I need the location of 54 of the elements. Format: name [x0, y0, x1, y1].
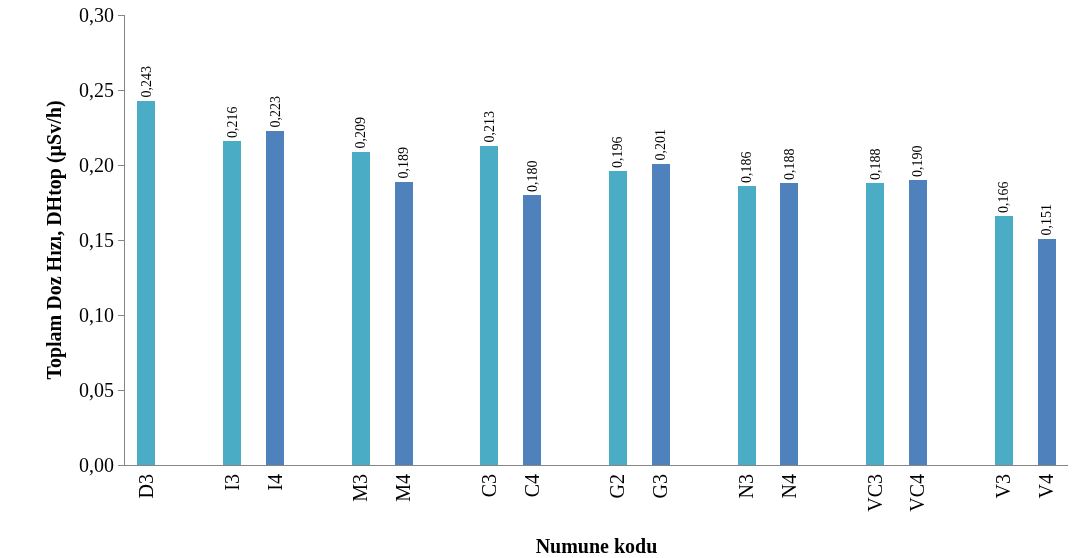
- x-tick-label: M3: [349, 474, 372, 502]
- x-tick-label: I3: [220, 474, 243, 491]
- y-tick-label: 0,10: [79, 304, 114, 326]
- bar: [266, 130, 285, 465]
- y-tick-label: 0,00: [79, 454, 114, 476]
- y-tick-label: 0,30: [79, 4, 114, 26]
- data-label: 0,201: [653, 129, 669, 161]
- data-label: 0,213: [481, 111, 497, 143]
- x-tick-label: G3: [649, 474, 672, 499]
- x-tick-label: I4: [263, 474, 286, 491]
- data-label: 0,186: [739, 151, 755, 183]
- data-label: 0,223: [267, 96, 283, 128]
- bar: [651, 163, 670, 465]
- data-label: 0,243: [138, 66, 154, 98]
- x-tick-label: M4: [392, 474, 415, 502]
- x-axis-title: Numune kodu: [535, 535, 658, 558]
- data-label: 0,190: [910, 145, 926, 177]
- bar: [1037, 238, 1056, 465]
- x-tick-label: N4: [777, 474, 800, 499]
- x-tick-label: N3: [735, 474, 758, 499]
- bar: [608, 171, 627, 465]
- y-tick-label: 0,20: [79, 154, 114, 176]
- bar: [137, 100, 156, 465]
- bar: [351, 151, 370, 465]
- data-label: 0,189: [396, 147, 412, 179]
- y-axis-title: Toplam Doz Hızı, DHtop (µSv/h): [42, 100, 66, 380]
- y-tick-label: 0,05: [79, 379, 114, 401]
- data-label: 0,196: [610, 136, 626, 168]
- data-label: 0,166: [996, 181, 1012, 213]
- data-label: 0,151: [1039, 204, 1055, 236]
- bar: [737, 186, 756, 465]
- x-tick-label: V4: [1035, 474, 1058, 499]
- bar: [866, 183, 885, 465]
- data-label: 0,209: [353, 117, 369, 149]
- x-tick-label: V3: [992, 474, 1015, 499]
- x-tick-label: C4: [520, 474, 543, 498]
- bar: [780, 183, 799, 465]
- y-tick-label: 0,15: [79, 229, 114, 251]
- data-label: 0,216: [224, 106, 240, 138]
- x-tick-label: D3: [134, 474, 157, 499]
- bar: [394, 181, 413, 465]
- x-tick-label: VC3: [863, 474, 886, 512]
- bar: [908, 180, 927, 465]
- x-tick-label: C3: [477, 474, 500, 498]
- y-tick-label: 0,25: [79, 79, 114, 101]
- x-tick-label: VC4: [906, 474, 929, 512]
- x-tick-label: G2: [606, 474, 629, 499]
- data-label: 0,188: [867, 148, 883, 180]
- bar: [480, 145, 499, 465]
- bar: [523, 195, 542, 465]
- bar: [223, 141, 242, 465]
- bar: [994, 216, 1013, 465]
- data-label: 0,180: [524, 160, 540, 192]
- data-label: 0,188: [781, 148, 797, 180]
